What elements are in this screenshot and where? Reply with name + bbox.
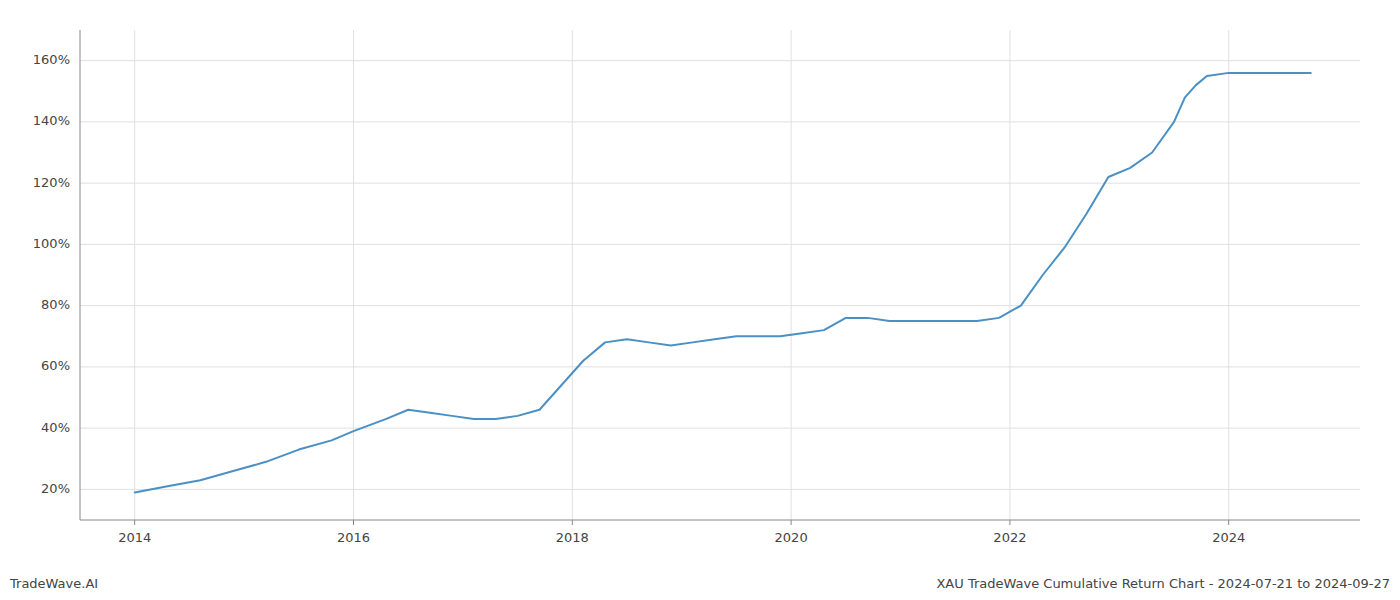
x-grid-line bbox=[353, 30, 354, 520]
axes: 20% 40% 60% 80% 100% 120% 140% 160% 2014 2016 2018… bbox=[33, 30, 1360, 545]
x-tick-label: 2022 bbox=[993, 530, 1026, 545]
x-tick-label: 2016 bbox=[337, 530, 370, 545]
chart-svg: 20% 40% 60% 80% 100% 120% 140% 160% 2014 2016 2018… bbox=[0, 0, 1400, 600]
page: {"chart_data": {"type": "line", "title":… bbox=[0, 0, 1400, 600]
x-tick-mark bbox=[134, 520, 135, 525]
y-tick-label: 100% bbox=[33, 236, 70, 251]
x-tick-mark bbox=[1009, 520, 1010, 525]
x-grid-line bbox=[791, 30, 792, 520]
y-tick-label: 120% bbox=[33, 175, 70, 190]
y-grid-line bbox=[80, 121, 1360, 122]
y-tick-label: 40% bbox=[41, 420, 70, 435]
y-grid-line bbox=[80, 244, 1360, 245]
chart-title: XAU TradeWave Cumulative Return Chart - … bbox=[936, 576, 1390, 591]
y-tick-label: 20% bbox=[41, 481, 70, 496]
y-axis-line bbox=[80, 30, 81, 520]
x-tick-mark bbox=[572, 520, 573, 525]
x-grid-line bbox=[1009, 30, 1010, 520]
x-grid-line bbox=[572, 30, 573, 520]
x-tick-mark bbox=[353, 520, 354, 525]
chart-container: 20% 40% 60% 80% 100% 120% 140% 160% 2014 2016 2018… bbox=[0, 0, 1400, 600]
y-grid-line bbox=[80, 183, 1360, 184]
x-grid-line bbox=[1228, 30, 1229, 520]
x-tick-label: 2020 bbox=[775, 530, 808, 545]
plot-data bbox=[135, 73, 1311, 493]
x-tick-label: 2024 bbox=[1212, 530, 1245, 545]
watermark: TradeWave.AI bbox=[9, 576, 98, 591]
y-grid-line bbox=[80, 60, 1360, 61]
line-series bbox=[135, 73, 1311, 493]
x-grid-line bbox=[134, 30, 135, 520]
x-tick-mark bbox=[791, 520, 792, 525]
y-tick-label: 140% bbox=[33, 113, 70, 128]
y-grid-line bbox=[80, 428, 1360, 429]
y-grid-line bbox=[80, 489, 1360, 490]
y-grid-line bbox=[80, 366, 1360, 367]
y-tick-label: 160% bbox=[33, 52, 70, 67]
x-tick-mark bbox=[1228, 520, 1229, 525]
y-tick-label: 60% bbox=[41, 358, 70, 373]
x-tick-label: 2018 bbox=[556, 530, 589, 545]
x-tick-label: 2014 bbox=[118, 530, 151, 545]
y-grid-line bbox=[80, 305, 1360, 306]
grid bbox=[80, 30, 1360, 520]
x-axis-line bbox=[80, 520, 1360, 521]
y-tick-label: 80% bbox=[41, 297, 70, 312]
